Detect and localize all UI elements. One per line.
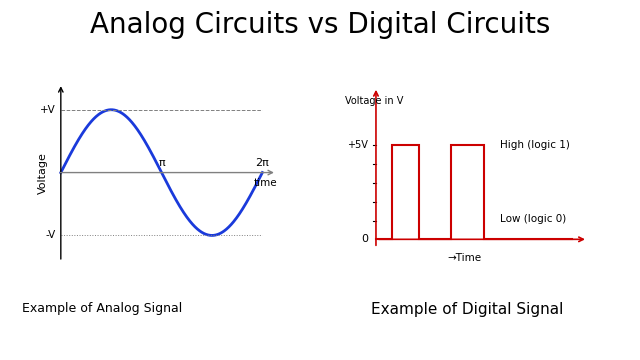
Text: +V: +V [40, 105, 56, 115]
Text: time: time [254, 177, 278, 188]
Text: +5V: +5V [348, 140, 368, 150]
Text: π: π [158, 158, 165, 167]
Text: Analog Circuits vs Digital Circuits: Analog Circuits vs Digital Circuits [90, 11, 550, 39]
Text: 0: 0 [361, 234, 368, 244]
Text: Example of Digital Signal: Example of Digital Signal [371, 302, 563, 318]
Text: Example of Analog Signal: Example of Analog Signal [22, 302, 182, 315]
Text: Voltage in V: Voltage in V [344, 96, 403, 106]
Text: Voltage: Voltage [38, 152, 48, 194]
Text: →Time: →Time [447, 253, 481, 262]
Text: Low (logic 0): Low (logic 0) [500, 215, 566, 224]
Text: High (logic 1): High (logic 1) [500, 140, 570, 150]
Text: -V: -V [46, 230, 56, 240]
Text: 2π: 2π [255, 158, 269, 167]
